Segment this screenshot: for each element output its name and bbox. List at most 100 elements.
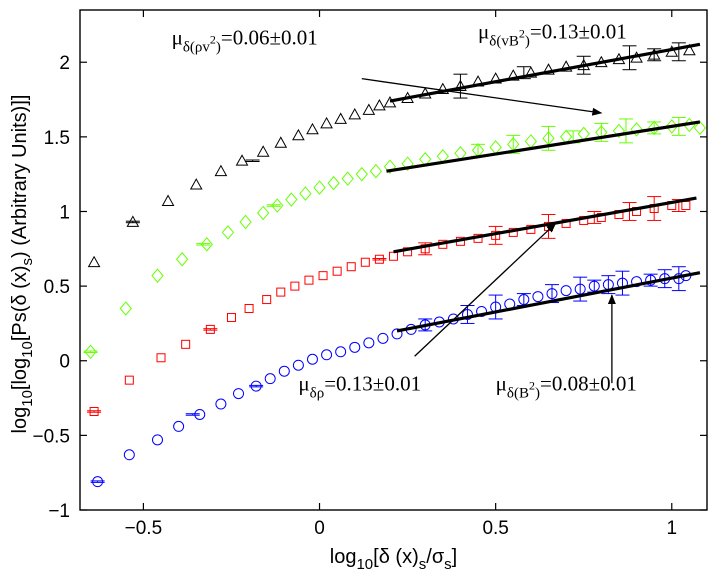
circle-point — [194, 408, 206, 420]
circle-point — [250, 380, 262, 392]
diamond-point — [84, 344, 97, 360]
square-point — [156, 353, 166, 363]
triangle-point — [214, 164, 228, 177]
diamond-point — [119, 301, 132, 316]
square-point — [681, 201, 691, 211]
triangle-point — [87, 255, 101, 268]
fit-line — [386, 120, 701, 173]
square-point — [389, 251, 398, 261]
y-tick-label: −1 — [48, 501, 70, 522]
circle-point — [215, 398, 227, 410]
square-point — [244, 304, 254, 314]
circle-point — [151, 434, 163, 446]
circle-point — [306, 353, 318, 365]
diamond-point — [285, 192, 298, 207]
triangle-point — [383, 96, 397, 108]
triangle-point — [524, 66, 538, 78]
y-tick-label: 0.5 — [44, 277, 70, 298]
diamond-point — [401, 156, 414, 172]
circle-point — [173, 420, 185, 432]
y-axis-label: log10[log10[Ps(δ (x)s) (Arbitrary Units)… — [9, 95, 36, 434]
diamond-point — [327, 175, 340, 191]
diamond-point — [221, 225, 235, 240]
circle-point — [335, 346, 347, 358]
triangle-point — [292, 128, 305, 141]
triangle-point — [334, 112, 348, 124]
square-point — [226, 312, 236, 322]
square-point — [304, 275, 314, 285]
circle-point — [363, 337, 375, 349]
triangle-point — [161, 194, 175, 206]
circle-point — [264, 373, 276, 385]
triangle-point — [306, 122, 319, 135]
annotation-b2: μδ(B2)=0.08±0.01 — [496, 372, 637, 402]
diamond-point — [151, 268, 164, 283]
annotations: μδ(ρv2)=0.06±0.01 μδ(vB2)=0.13±0.01 μδρ=0.… — [172, 19, 637, 401]
annotation-arrow — [361, 78, 603, 116]
axis-ticks: −0.5 0 0.5 1 −1 −0.5 0 0.5 1 1.5 2 — [32, 10, 707, 539]
square-point — [290, 281, 300, 291]
annotation-rhov2: μδ(ρv2)=0.06±0.01 — [172, 25, 318, 55]
circle-point — [461, 308, 473, 320]
square-point — [89, 406, 99, 416]
triangle-point — [189, 178, 203, 190]
diamond-point — [369, 163, 383, 179]
circle-point — [377, 332, 389, 344]
x-tick-label: 0.5 — [482, 518, 508, 539]
diamond-point — [299, 186, 312, 201]
square-point — [181, 339, 191, 349]
plot-frame — [79, 9, 708, 511]
triangle-point — [256, 145, 270, 157]
circle-point — [292, 359, 304, 371]
x-tick-label: 1 — [666, 518, 677, 539]
diamond-point — [239, 214, 252, 230]
annotation-arrow — [414, 222, 557, 357]
diamond-point — [383, 159, 397, 174]
fit-line — [393, 196, 697, 254]
square-point — [374, 254, 384, 264]
circle-point — [631, 276, 643, 288]
y-tick-label: 1 — [59, 202, 70, 223]
circle-point — [588, 280, 600, 292]
circle-point — [349, 341, 361, 353]
square-point — [205, 324, 215, 334]
triangle-point — [362, 103, 376, 115]
diamond-point — [175, 251, 189, 267]
annotation-vb2: μδ(vB2)=0.13±0.01 — [478, 19, 627, 49]
circle-point — [391, 328, 403, 340]
diamond-point — [648, 120, 661, 136]
square-point — [318, 271, 328, 281]
diamond-point — [313, 180, 326, 195]
fit-line — [396, 271, 701, 333]
triangle-point — [559, 60, 573, 72]
diamond-point — [271, 198, 284, 213]
circle-point — [321, 349, 333, 361]
square-point — [346, 262, 356, 272]
square-point — [332, 266, 342, 276]
triangle-point — [126, 215, 140, 227]
triangle-point — [542, 63, 555, 75]
triangle-point — [454, 79, 467, 92]
square-point — [276, 287, 286, 297]
diamond-point — [257, 205, 270, 221]
circle-point — [546, 288, 558, 300]
x-axis-label: log10[δ (x)s/σs] — [330, 546, 457, 571]
diamond-point — [200, 237, 213, 252]
circle-point — [92, 476, 104, 488]
circle-point — [518, 294, 530, 306]
y-tick-label: 2 — [59, 53, 70, 74]
triangle-point — [274, 136, 288, 148]
diamond-point — [341, 171, 354, 186]
fit-line — [389, 42, 701, 103]
annotation-rho: μδρ=0.13±0.01 — [298, 372, 421, 402]
circle-point — [560, 285, 572, 297]
y-tick-label: 0 — [59, 352, 70, 373]
diamond-point — [355, 166, 368, 182]
data-layer — [83, 42, 707, 488]
triangle-point — [235, 154, 249, 166]
diamond-point — [612, 123, 626, 139]
x-tick-label: 0 — [314, 518, 325, 539]
circle-point — [233, 388, 245, 400]
fit-lines — [386, 42, 701, 333]
